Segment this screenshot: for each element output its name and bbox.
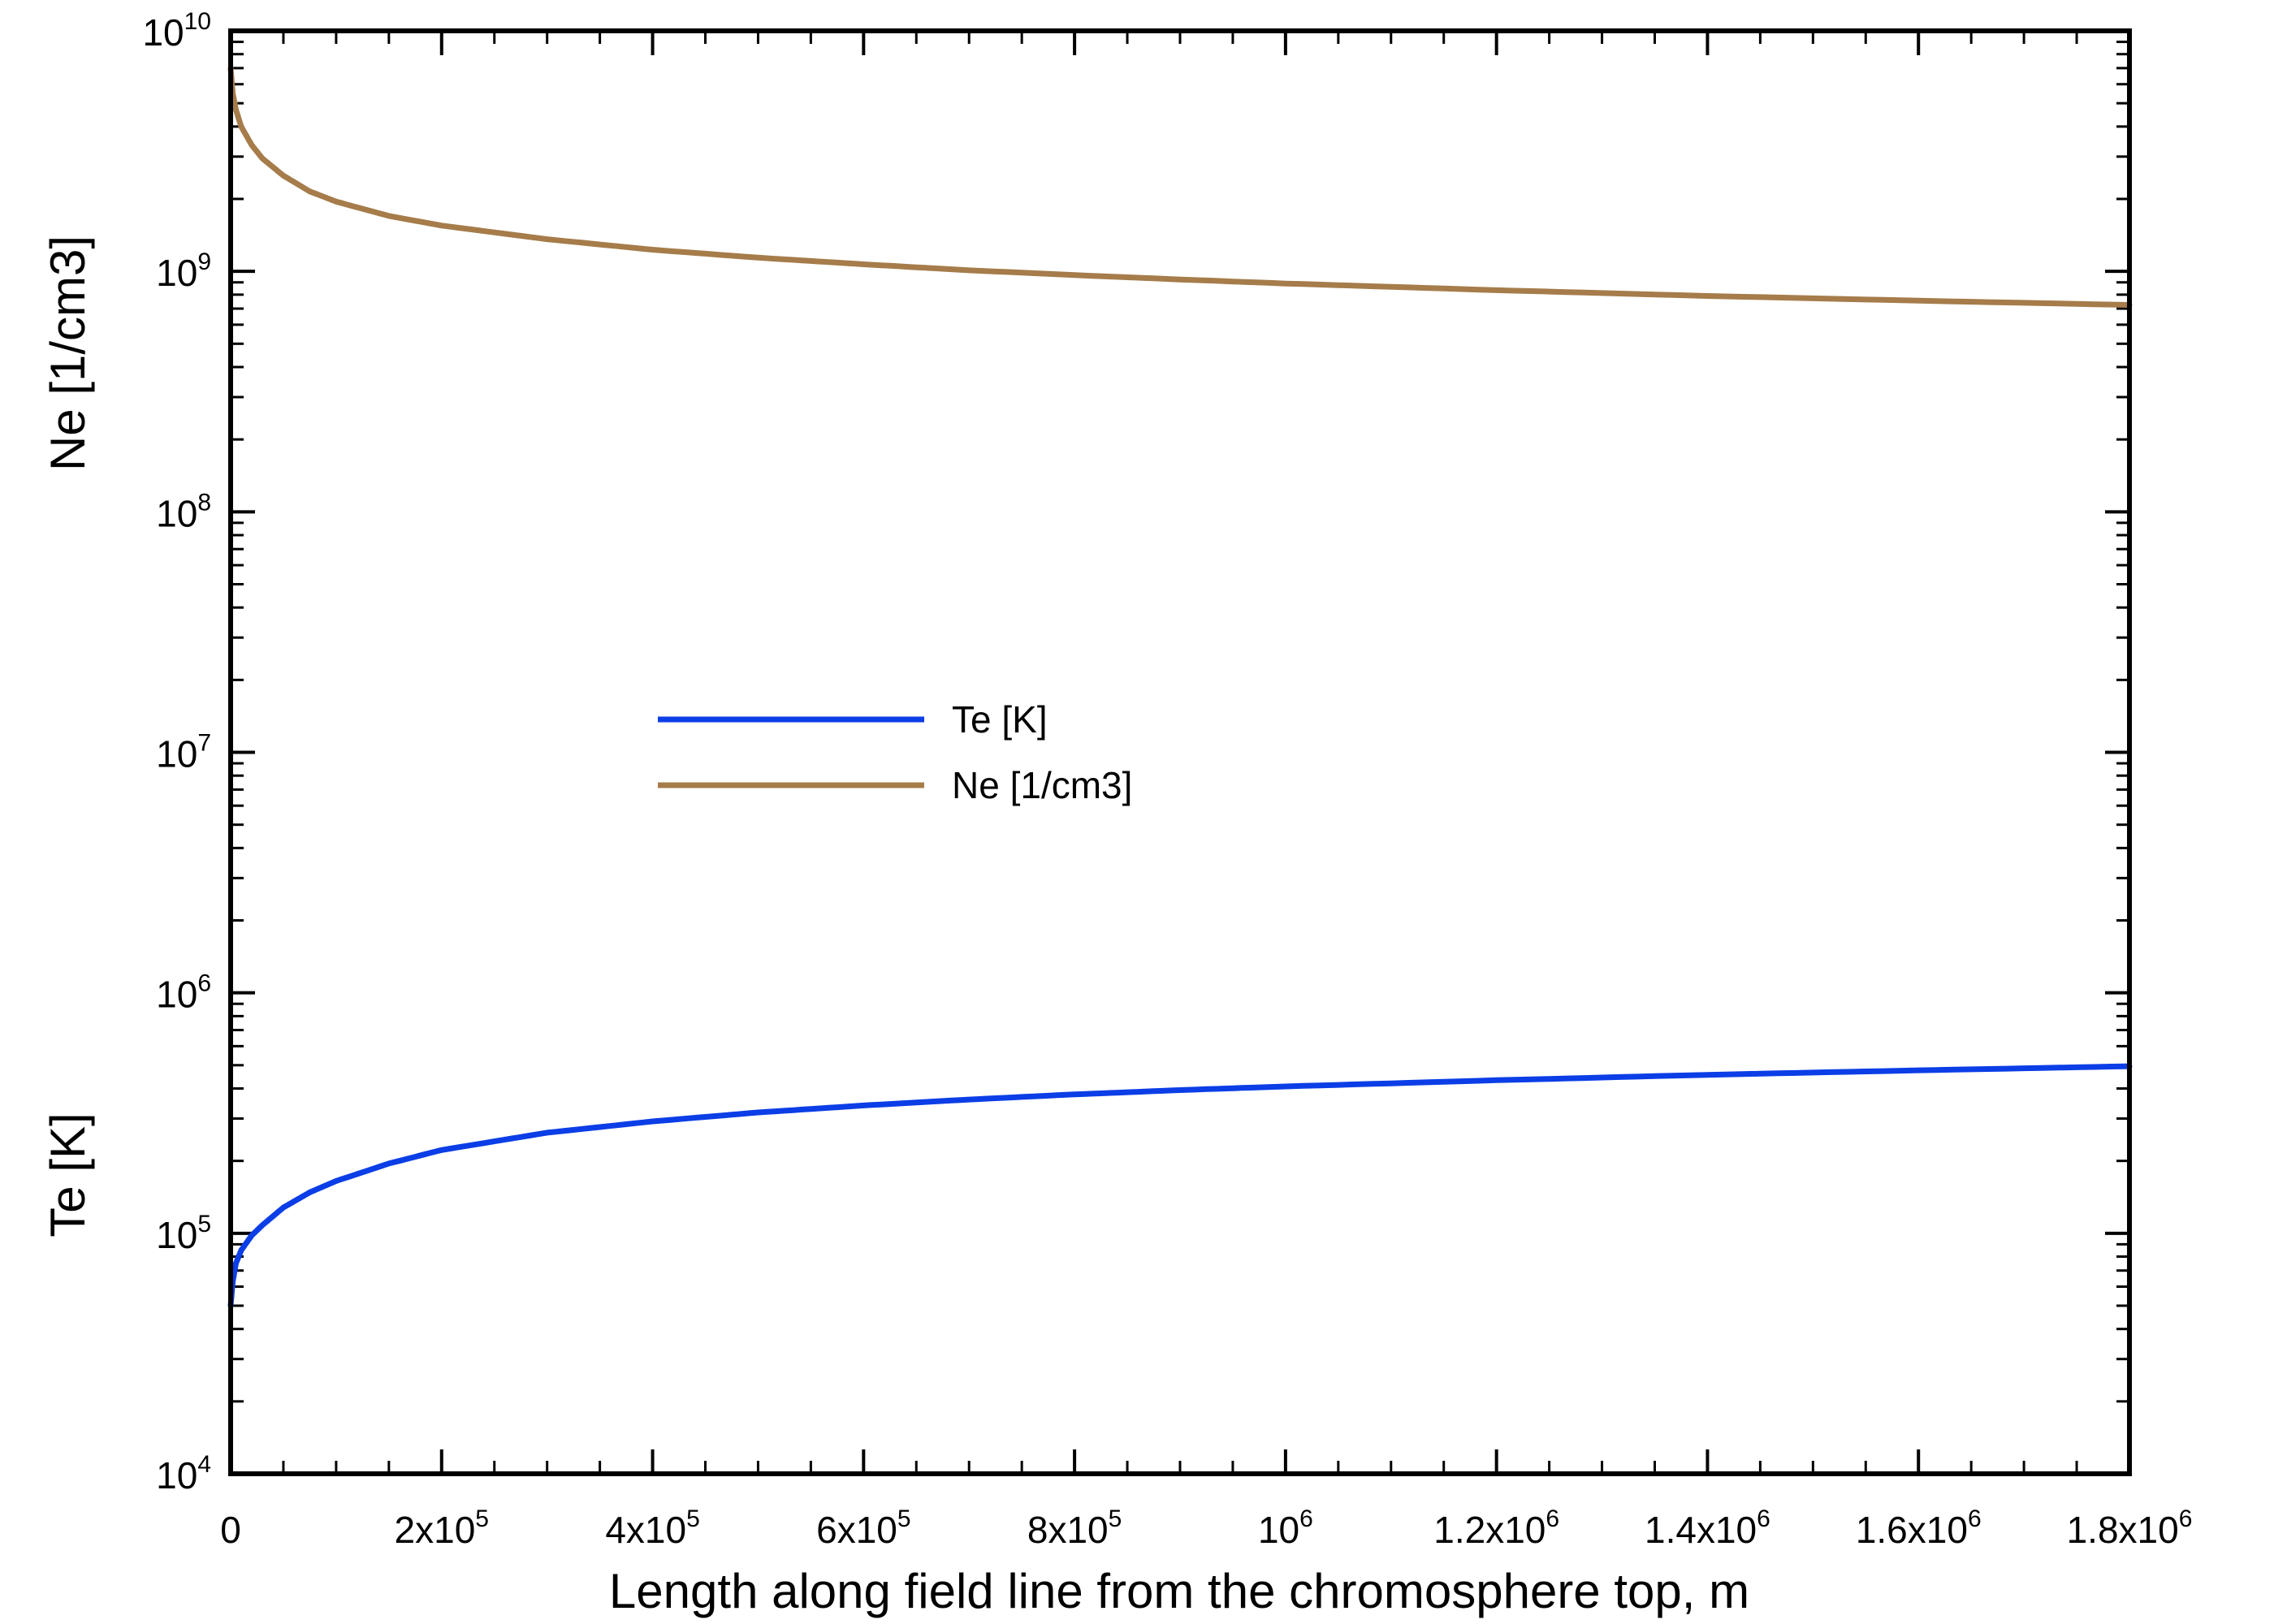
x-tick-label: 106 (1258, 1505, 1313, 1551)
y-tick-labels: 104 105 106 107 108 109 1010 (142, 8, 211, 1497)
x-tick-label: 1.4x106 (1645, 1505, 1770, 1551)
y-tick-label: 1010 (142, 8, 211, 54)
y-tick-label: 105 (156, 1211, 211, 1256)
x-axis-title: Length along field line from the chromos… (609, 1564, 1749, 1618)
x-tick-labels: 0 2x105 4x105 6x105 8x105 106 1.2x106 1.4x106 1.… (220, 1505, 2192, 1551)
x-tick-label: 4x105 (605, 1505, 699, 1551)
y-axis-title-te: Te [K] (41, 1112, 95, 1237)
tick-marks (229, 29, 2131, 1475)
legend-label-te: Te [K] (952, 698, 1048, 741)
series-line-te (227, 1063, 2133, 1309)
y-tick-label: 109 (156, 248, 211, 294)
x-tick-label: 1.2x106 (1433, 1505, 1559, 1551)
legend-label-ne: Ne [1/cm3] (952, 764, 1132, 806)
y-tick-label: 108 (156, 489, 211, 534)
x-tick-label: 2x105 (395, 1505, 489, 1551)
y-tick-label: 104 (156, 1451, 211, 1497)
series-line-ne (227, 65, 2133, 308)
y-tick-label: 107 (156, 730, 211, 775)
x-tick-label: 0 (220, 1509, 241, 1551)
legend: Te [K] Ne [1/cm3] (658, 698, 1132, 806)
x-tick-label: 1.6x106 (1856, 1505, 1982, 1551)
y-tick-label: 106 (156, 970, 211, 1016)
plot-area-frame (228, 28, 2132, 1476)
x-tick-label: 6x105 (816, 1505, 910, 1551)
x-tick-label: 1.8x106 (2067, 1505, 2193, 1551)
y-axis-title-ne: Ne [1/cm3] (41, 235, 95, 471)
x-tick-label: 8x105 (1027, 1505, 1122, 1551)
series-lines (227, 65, 2133, 1309)
